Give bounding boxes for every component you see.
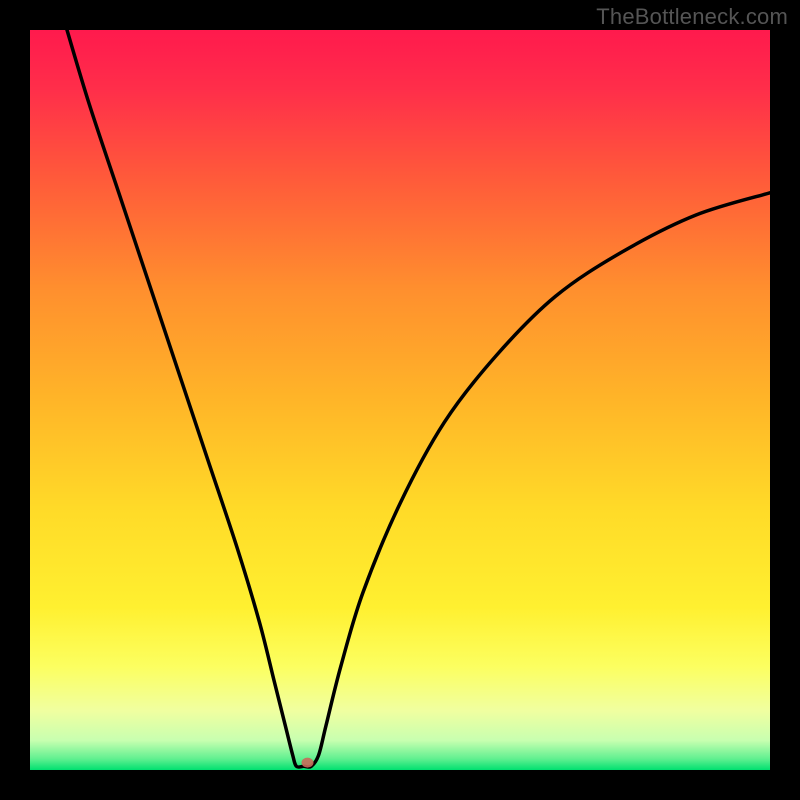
watermark-text: TheBottleneck.com — [596, 4, 788, 30]
frame-border — [0, 0, 30, 800]
frame-border — [0, 770, 800, 800]
frame-border — [770, 0, 800, 800]
plot-area — [30, 30, 770, 770]
bottleneck-curve — [30, 30, 770, 770]
